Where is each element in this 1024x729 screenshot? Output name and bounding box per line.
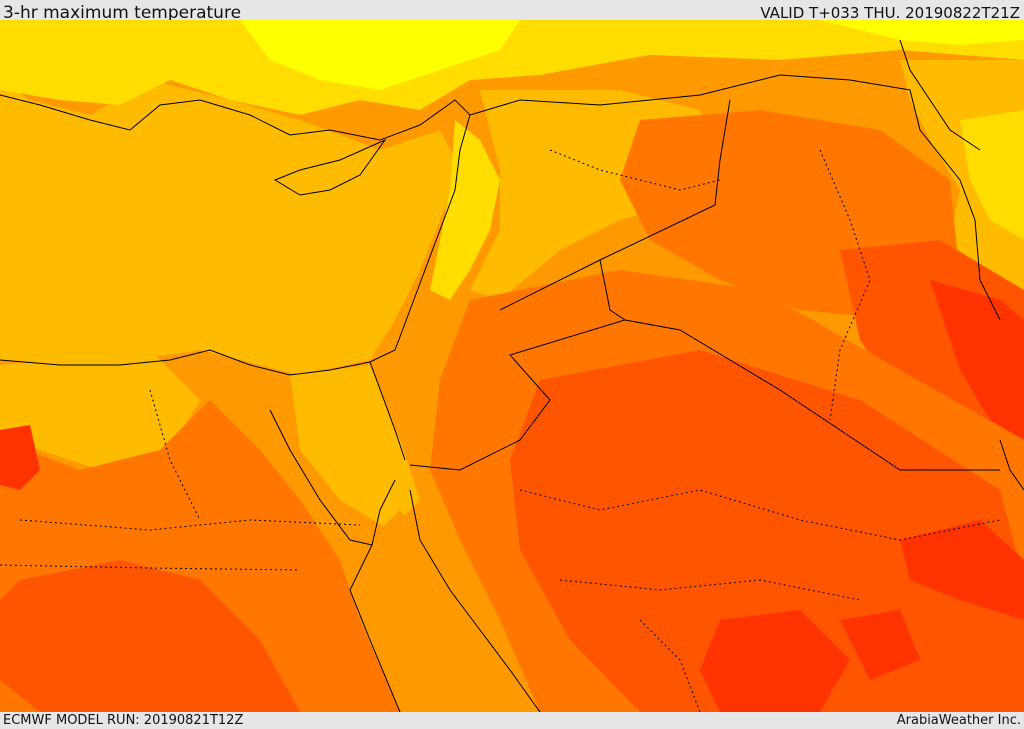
- cyprus-outline: [273, 138, 387, 196]
- northern-coolest-band-2: [820, 20, 1024, 45]
- iraq-saudi-border: [624, 319, 1000, 471]
- sinai-mild: [290, 365, 420, 530]
- red-sea-west-coast: [349, 544, 401, 712]
- gulf-coast: [999, 439, 1024, 491]
- country-borders: [369, 74, 1001, 471]
- province-line-4: [559, 579, 861, 601]
- red-sea: [370, 510, 540, 712]
- credit-label: ArabiaWeather Inc.: [896, 713, 1021, 728]
- arabia-hottest-2: [900, 520, 1024, 620]
- jordan-saudi-border: [409, 259, 627, 471]
- province-line-2: [0, 564, 301, 571]
- red-sea-east-coast: [409, 489, 541, 712]
- turkey-coast: [0, 94, 471, 141]
- province-line-8: [639, 619, 701, 712]
- northern-cool-band: [0, 20, 1024, 115]
- levant-coast: [369, 114, 471, 363]
- province-line-5: [549, 149, 721, 191]
- province-line-1: [19, 519, 361, 531]
- egypt-coast: [0, 349, 371, 376]
- map-footer: ECMWF MODEL RUN: 20190821T12Z ArabiaWeat…: [0, 712, 1024, 729]
- map-title: 3-hr maximum temperature: [3, 3, 242, 23]
- model-run-label: ECMWF MODEL RUN: 20190821T12Z: [3, 713, 244, 728]
- caspian-edge: [899, 39, 981, 151]
- levant-cool-strip: [430, 120, 500, 300]
- iraq-iran-border: [779, 74, 1001, 321]
- province-line-6: [819, 149, 871, 421]
- map-header: 3-hr maximum temperature VALID T+033 THU…: [0, 0, 1024, 23]
- arabia-hottest-3: [840, 610, 920, 680]
- egypt-west-mild: [0, 350, 200, 470]
- map-canvas: [0, 20, 1024, 712]
- egypt-hotter: [0, 560, 300, 712]
- province-borders: [0, 149, 1001, 712]
- mediterranean-sea: [0, 80, 460, 375]
- syria-turkey-border: [469, 74, 781, 116]
- egypt-hottest: [0, 425, 40, 490]
- temperature-map[interactable]: [0, 20, 1024, 712]
- syria-iraq-border: [499, 99, 731, 311]
- gulf-of-suez: [269, 409, 396, 546]
- province-line-3: [519, 489, 1001, 541]
- valid-time: VALID T+033 THU. 20190822T21Z: [760, 4, 1020, 22]
- egypt-israel-border: [369, 361, 406, 461]
- northern-coolest-band: [240, 20, 520, 90]
- iraq-hottest: [930, 280, 1024, 440]
- arabia-hottest-1: [700, 610, 850, 712]
- coastlines: [0, 39, 1024, 712]
- zagros-coolest: [960, 110, 1024, 240]
